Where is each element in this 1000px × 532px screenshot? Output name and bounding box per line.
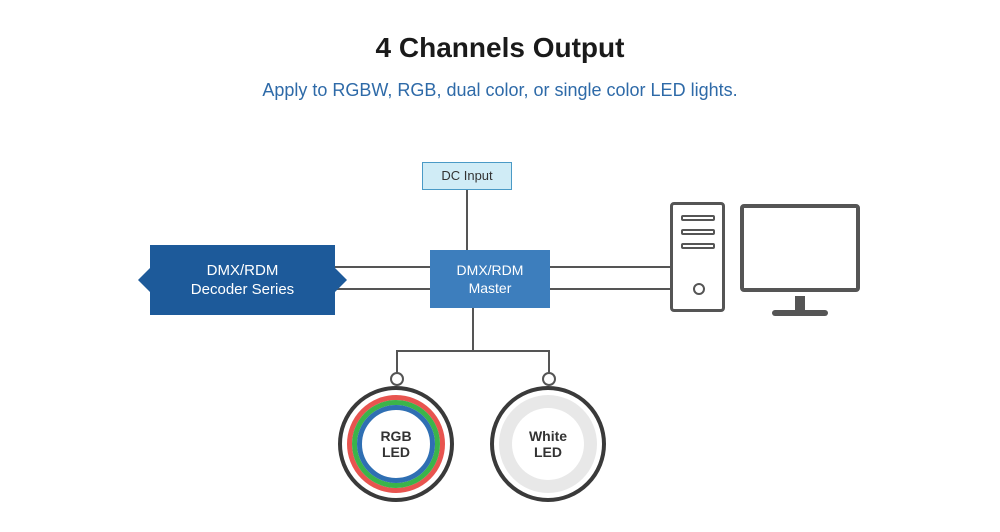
line-dc-master: [466, 190, 468, 250]
rgb-led-label: RGB LED: [380, 428, 411, 460]
monitor-stand: [795, 296, 805, 310]
line-to-white: [548, 350, 550, 374]
line-split-h: [396, 350, 550, 352]
tower-power-button: [693, 283, 705, 295]
computer-tower-icon: [670, 202, 725, 312]
monitor-base: [772, 310, 828, 316]
line-to-rgb: [396, 350, 398, 374]
page-title: 4 Channels Output: [0, 32, 1000, 64]
decoder-box: DMX/RDM Decoder Series: [150, 245, 335, 315]
monitor-icon: [740, 204, 860, 292]
tower-slot-3: [681, 243, 715, 249]
dc-input-box: DC Input: [422, 162, 512, 190]
tower-slot-1: [681, 215, 715, 221]
system-diagram: DMX/RDM Decoder Series DMX/RDM Master DC…: [0, 140, 1000, 532]
dc-input-label: DC Input: [441, 168, 492, 185]
rgb-led-ring: RGB LED: [338, 386, 454, 502]
white-led-label: White LED: [529, 428, 567, 460]
line-master-pc-bot: [550, 288, 670, 290]
line-master-down: [472, 308, 474, 350]
decoder-label: DMX/RDM Decoder Series: [191, 261, 294, 300]
master-box: DMX/RDM Master: [430, 250, 550, 308]
line-master-pc-top: [550, 266, 670, 268]
page-subtitle: Apply to RGBW, RGB, dual color, or singl…: [0, 80, 1000, 101]
line-decoder-master-top: [335, 266, 430, 268]
white-led-ring: White LED: [490, 386, 606, 502]
tower-slot-2: [681, 229, 715, 235]
master-label: DMX/RDM Master: [457, 261, 524, 297]
connector-circle-rgb: [390, 372, 404, 386]
decoder-arrow-left: [138, 268, 150, 292]
line-decoder-master-bot: [335, 288, 430, 290]
decoder-arrow-right: [335, 268, 347, 292]
connector-circle-white: [542, 372, 556, 386]
